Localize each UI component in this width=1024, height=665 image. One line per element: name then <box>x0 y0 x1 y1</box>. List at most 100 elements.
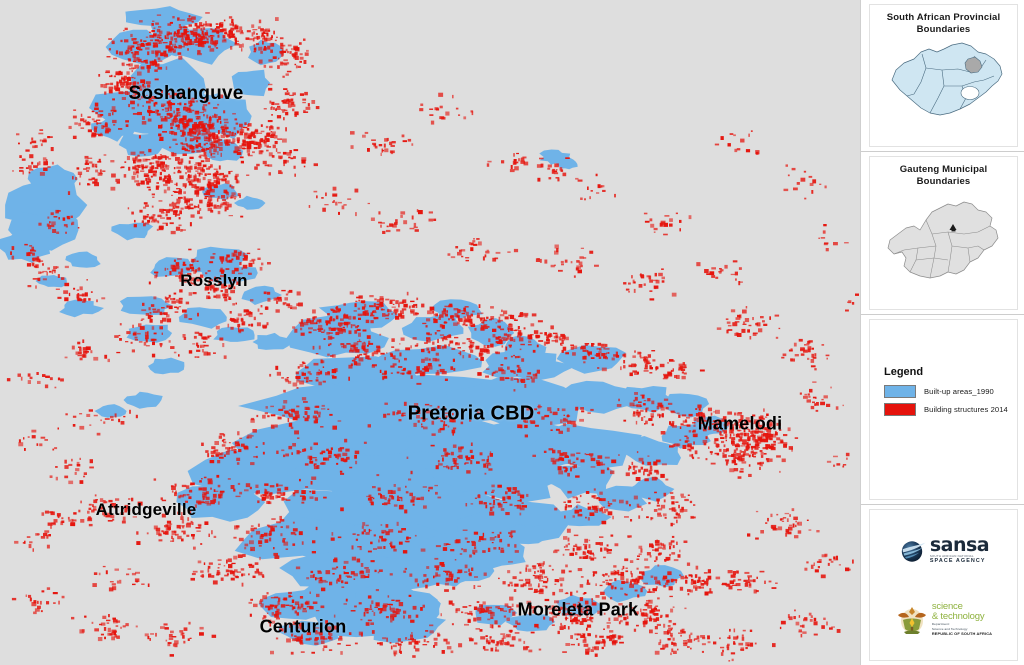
building-cluster <box>148 248 217 285</box>
building-cluster <box>367 401 480 436</box>
building-cluster <box>623 268 677 301</box>
building-cluster <box>333 589 425 626</box>
building-cluster <box>140 289 199 330</box>
legend-items-list: Built-up areas_1990 Building structures 2… <box>884 385 1011 416</box>
gauteng-title-line2: Boundaries <box>916 176 971 187</box>
gauteng-inset-map[interactable] <box>874 188 1014 284</box>
building-cluster <box>213 515 318 554</box>
legend-item[interactable]: Building structures 2014 <box>884 403 1011 416</box>
builtup-patch <box>148 357 185 375</box>
building-cluster <box>350 131 414 156</box>
building-cluster <box>330 521 426 554</box>
gauteng-inset-frame: Gauteng Municipal Boundaries <box>869 156 1018 310</box>
legend-label: Building structures 2014 <box>924 405 1008 414</box>
building-cluster <box>715 570 778 594</box>
tshwane-location-marker <box>949 224 956 230</box>
building-cluster <box>845 293 859 312</box>
builtup-patch <box>118 133 171 157</box>
builtup-patch <box>123 391 163 409</box>
building-cluster <box>818 224 849 252</box>
building-cluster <box>498 561 584 596</box>
builtup-patch <box>0 229 54 263</box>
building-cluster <box>10 243 44 269</box>
builtup-patch <box>175 28 238 65</box>
gauteng-title-line1: Gauteng Municipal <box>899 164 988 175</box>
lesotho-enclave <box>960 86 979 100</box>
building-cluster <box>221 115 299 164</box>
building-cluster <box>440 596 532 632</box>
provincial-inset-frame: South African Provincial Boundaries <box>869 4 1018 147</box>
legend-item[interactable]: Built-up areas_1990 <box>884 385 1011 398</box>
building-cluster <box>312 332 411 367</box>
building-cluster <box>78 494 143 524</box>
building-cluster <box>98 62 160 105</box>
building-cluster <box>295 556 393 592</box>
builtup-patch <box>252 332 292 350</box>
building-cluster <box>577 564 670 606</box>
building-cluster <box>49 457 94 485</box>
builtup-patch <box>65 251 101 268</box>
builtup-patch <box>621 436 681 466</box>
builtup-patch <box>178 307 227 329</box>
sansa-subtitle-line1: SOUTH AFRICAN NATIONAL <box>929 554 974 558</box>
building-cluster <box>205 123 249 151</box>
sansa-logo[interactable]: sansa SOUTH AFRICAN NATIONAL SPACE AGENC… <box>870 536 1017 566</box>
building-cluster <box>105 35 179 76</box>
building-cluster <box>215 302 269 334</box>
building-cluster <box>465 484 529 516</box>
builtup-patch <box>27 164 78 194</box>
building-cluster <box>12 149 54 176</box>
legend-label: Built-up areas_1990 <box>924 387 994 396</box>
building-cluster <box>55 279 106 303</box>
building-structures-layer <box>6 12 859 662</box>
building-cluster <box>669 435 729 460</box>
legend-title: Legend <box>884 366 924 378</box>
gauteng-inset-title: Gauteng Municipal Boundaries <box>870 157 1017 188</box>
building-cluster <box>250 397 342 435</box>
building-cluster <box>258 36 314 78</box>
builtup-patch <box>206 138 244 162</box>
builtup-patch <box>35 275 67 288</box>
building-cluster <box>371 624 463 658</box>
building-cluster <box>435 529 519 558</box>
provincial-inset-map-wrap <box>870 36 1017 122</box>
building-cluster <box>532 448 610 478</box>
dst-logo[interactable]: science & technology Department: Science… <box>870 602 1017 636</box>
builtup-patch <box>234 195 266 210</box>
south-africa-inset-map[interactable] <box>874 36 1014 122</box>
building-cluster <box>162 156 250 207</box>
building-cluster <box>559 624 624 657</box>
building-cluster <box>114 323 171 358</box>
building-cluster <box>127 189 203 235</box>
building-cluster <box>229 17 284 54</box>
building-cluster <box>153 474 241 514</box>
building-cluster <box>781 338 830 371</box>
building-cluster <box>826 452 850 468</box>
urban-growth-map <box>0 6 859 662</box>
map-canvas[interactable]: Soshanguve Rosslyn Pretoria CBD Mamelodi Att… <box>0 0 860 665</box>
building-cluster <box>125 87 226 141</box>
building-cluster <box>616 392 673 426</box>
building-cluster <box>209 248 271 275</box>
building-cluster <box>64 339 121 363</box>
building-cluster <box>477 364 540 392</box>
builtup-patch <box>59 299 104 318</box>
dst-word-line1: science <box>931 601 963 613</box>
legend-body: Legend Built-up areas_1990 Building struc… <box>884 366 1011 421</box>
building-cluster <box>553 528 619 568</box>
gauteng-highlight <box>964 56 982 74</box>
building-cluster <box>38 209 80 234</box>
building-cluster <box>696 260 743 286</box>
provincial-inset-title: South African Provincial Boundaries <box>870 5 1017 36</box>
legend-frame: Legend Built-up areas_1990 Building struc… <box>869 319 1018 500</box>
building-cluster <box>110 143 202 198</box>
building-cluster <box>248 591 325 628</box>
building-cluster <box>27 262 70 289</box>
building-cluster <box>517 404 594 438</box>
municipal-boundary-lines <box>893 219 990 279</box>
building-cluster <box>694 628 776 662</box>
builtup-patch <box>358 612 447 644</box>
building-cluster <box>804 553 854 579</box>
building-cluster <box>308 186 370 217</box>
dst-subtitle-line2: Science and Technology <box>931 626 968 631</box>
